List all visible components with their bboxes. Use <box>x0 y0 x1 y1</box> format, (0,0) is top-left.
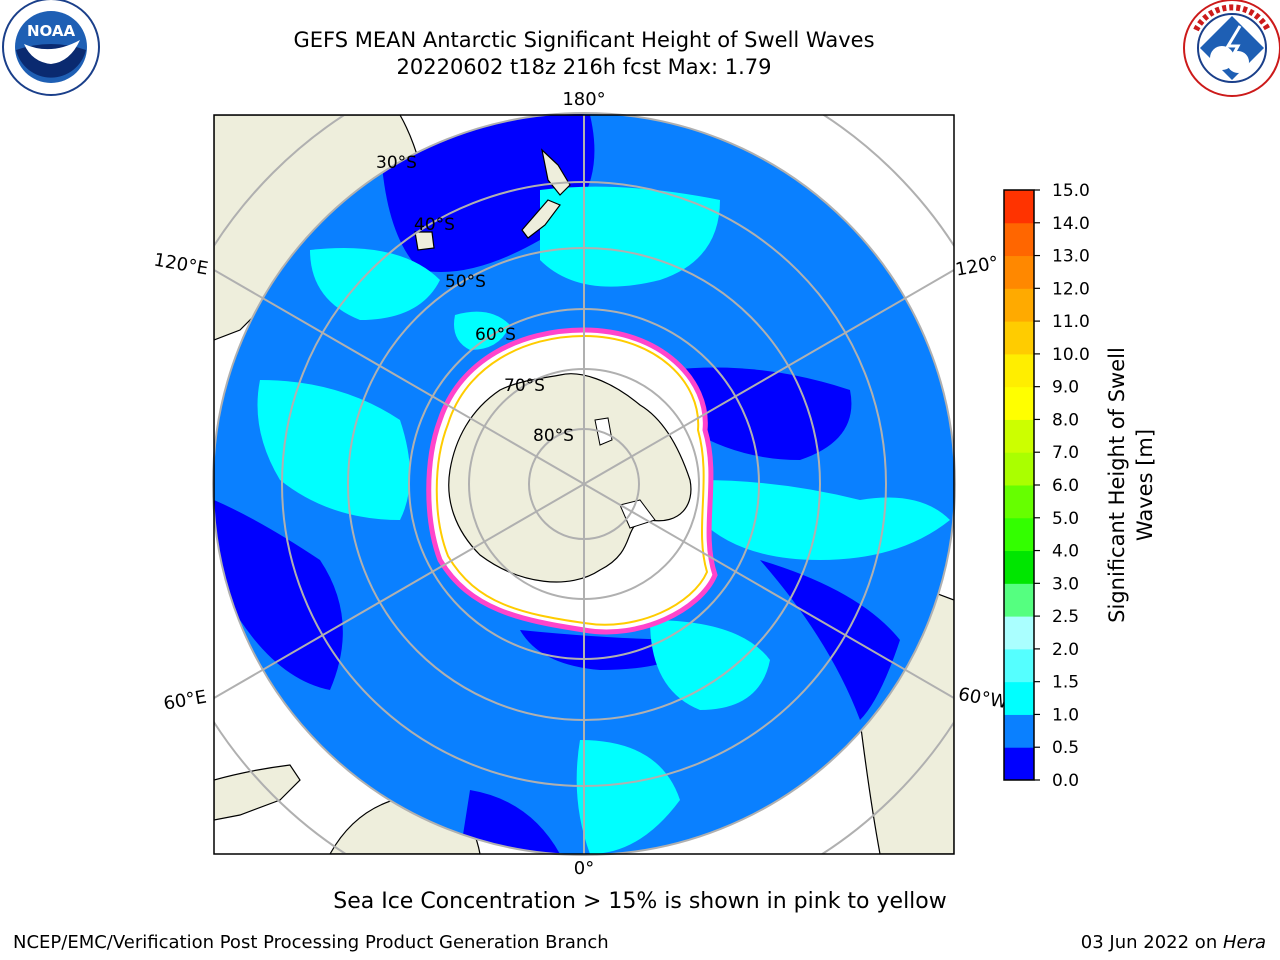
colorbar-tick-label: 10.0 <box>1052 345 1090 365</box>
lat-label-50s: 50°S <box>445 272 486 292</box>
noaa-logo-text: NOAA <box>27 22 76 40</box>
colorbar-label-line2: Waves [m] <box>1133 429 1157 541</box>
footer-credit: NCEP/EMC/Verification Post Processing Pr… <box>13 932 609 953</box>
swell-patch-3 <box>257 380 410 520</box>
colorbar-swatch <box>1004 419 1034 453</box>
lon-label-60w: 60°W <box>957 684 1010 713</box>
colorbar-tick-label: 6.0 <box>1052 476 1079 496</box>
colorbar-tick-label: 0.5 <box>1052 738 1079 758</box>
noaa-logo: NOAA <box>2 0 100 96</box>
meridian-60e-120w <box>214 269 954 699</box>
colorbar-tick-label: 2.5 <box>1052 607 1079 627</box>
polar-map: 30°S 40°S 50°S 60°S 70°S 80°S 180° 0° 12… <box>152 89 1010 879</box>
colorbar-tick-label: 14.0 <box>1052 214 1090 234</box>
ross-ice-shelf <box>594 417 613 446</box>
lat-label-30s: 30°S <box>376 153 417 173</box>
colorbar-tick-label: 13.0 <box>1052 247 1090 267</box>
colorbar-swatch <box>1004 747 1034 781</box>
colorbar-tick-label: 3.0 <box>1052 574 1079 594</box>
colorbar-tick-label: 11.0 <box>1052 312 1090 332</box>
colorbar-swatch <box>1004 681 1034 715</box>
tasmania <box>414 231 435 251</box>
colorbar-swatch <box>1004 452 1034 486</box>
lat-label-80s: 80°S <box>533 426 574 446</box>
low-swell-pacific <box>670 367 852 460</box>
lat-circle-30 <box>212 112 956 856</box>
chart-title: GEFS MEAN Antarctic Significant Height o… <box>293 28 875 52</box>
colorbar-swatch <box>1004 386 1034 420</box>
lat-label-70s: 70°S <box>504 376 545 396</box>
colorbar-swatch <box>1004 648 1034 683</box>
lat-label-40s: 40°S <box>414 215 455 235</box>
madagascar-land <box>214 764 301 821</box>
swell-patch-4 <box>700 480 950 560</box>
colorbar-swatch <box>1004 288 1034 322</box>
colorbar-tick-label: 7.0 <box>1052 443 1079 463</box>
low-swell-atlantic <box>460 790 560 854</box>
colorbar-tick-label: 8.0 <box>1052 410 1079 430</box>
colorbar-swatch <box>1004 255 1034 289</box>
lon-label-60e: 60°E <box>162 686 208 714</box>
lon-label-120w: 120° <box>954 252 1000 280</box>
colorbar-tick-label: 4.0 <box>1052 542 1079 562</box>
footer-date: 03 Jun 2022 on Hera <box>1081 932 1266 953</box>
colorbar-swatch <box>1004 616 1034 650</box>
colorbar-swatch <box>1004 517 1034 552</box>
colorbar-tick-label: 15.0 <box>1052 181 1090 201</box>
footer-machine: Hera <box>1222 932 1266 953</box>
colorbar-swatch <box>1004 190 1034 224</box>
colorbar: 0.0 0.5 1.0 1.5 2.0 2.5 3.0 4.0 5.0 6.0 7.0 8.0 9.0 1… <box>1003 181 1157 791</box>
colorbar-swatch <box>1004 321 1034 355</box>
footer-date-text: 03 Jun 2022 on <box>1080 932 1223 953</box>
new-zealand-north <box>541 148 571 196</box>
antarctica-land <box>448 373 692 583</box>
colorbar-tick-label: 2.0 <box>1052 640 1079 660</box>
lat-label-60s: 60°S <box>475 325 516 345</box>
colorbar-swatch <box>1004 714 1034 748</box>
graticule <box>212 112 956 856</box>
sea-ice-caption: Sea Ice Concentration > 15% is shown in … <box>333 889 947 914</box>
colorbar-swatch <box>1004 550 1034 584</box>
colorbar-tick-label: 0.0 <box>1052 771 1079 791</box>
colorbar-tick-label: 5.0 <box>1052 509 1079 529</box>
swell-patch-6 <box>576 740 680 854</box>
colorbar-tick-label: 9.0 <box>1052 378 1079 398</box>
colorbar-swatch <box>1004 583 1034 617</box>
colorbar-tick-label: 1.5 <box>1052 673 1079 693</box>
chart-subtitle: 20220602 t18z 216h fcst Max: 1.79 <box>396 55 772 79</box>
swell-patch-7 <box>454 311 510 350</box>
colorbar-tick-label: 12.0 <box>1052 279 1090 299</box>
colorbar-label-line1: Significant Height of Swell <box>1105 347 1129 623</box>
colorbar-tick-label: 1.0 <box>1052 705 1079 725</box>
nws-logo <box>1183 0 1280 97</box>
map-frame <box>213 114 955 855</box>
lon-label-120e: 120°E <box>152 249 210 279</box>
lon-label-180: 180° <box>562 89 605 110</box>
new-zealand-south <box>521 199 561 239</box>
low-swell-drake <box>760 560 900 720</box>
colorbar-swatch <box>1004 222 1034 257</box>
colorbar-swatch <box>1004 485 1034 519</box>
colorbar-swatch <box>1004 353 1034 388</box>
swell-patch-5 <box>650 620 770 710</box>
lon-label-0: 0° <box>574 858 594 879</box>
